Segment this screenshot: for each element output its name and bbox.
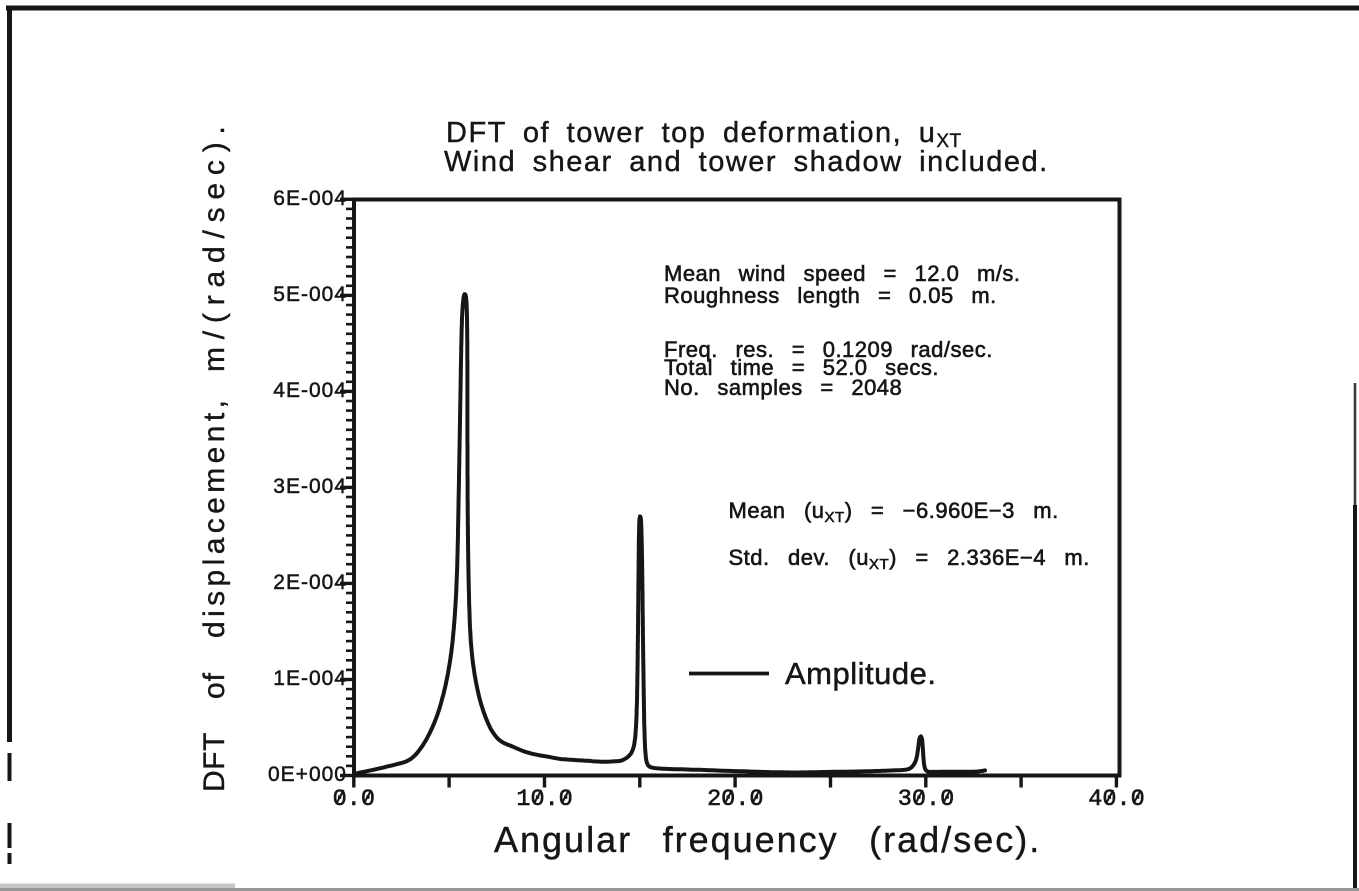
svg-text:0.0: 0.0: [333, 786, 375, 813]
svg-text:1E-004: 1E-004: [273, 667, 347, 690]
svg-text:DFT: DFT: [198, 732, 231, 792]
svg-text:40.0: 40.0: [1088, 786, 1144, 813]
svg-text:20.0: 20.0: [707, 786, 763, 813]
svg-text:Mean (uXT) = −6.960E−3 m.: Mean (uXT) = −6.960E−3 m.: [729, 498, 1059, 526]
svg-text:Amplitude.: Amplitude.: [785, 656, 936, 691]
svg-text:Std. dev. (uXT) = 2.336E−4 m.: Std. dev. (uXT) = 2.336E−4 m.: [729, 545, 1090, 573]
svg-text:displacement,: displacement,: [198, 396, 231, 638]
svg-text:0E+000: 0E+000: [268, 763, 347, 786]
svg-text:6E-004: 6E-004: [273, 187, 347, 210]
svg-text:2E-004: 2E-004: [273, 571, 347, 594]
svg-text:Wind shear and tower shadow in: Wind shear and tower shadow included.: [444, 146, 1049, 178]
svg-text:Freq. res. = 0.1209 rad/sec.: Freq. res. = 0.1209 rad/sec.: [664, 337, 993, 362]
svg-text:DFT of tower top deformation,: DFT of tower top deformation, uXT: [446, 117, 962, 152]
svg-text:Angular frequency (rad/sec).: Angular frequency (rad/sec).: [494, 819, 1041, 860]
svg-text:of: of: [198, 672, 231, 699]
svg-text:5E-004: 5E-004: [273, 283, 347, 306]
svg-text:No. samples = 2048: No. samples = 2048: [664, 375, 902, 400]
svg-text:Mean wind speed = 12.0 m/s.: Mean wind speed = 12.0 m/s.: [664, 261, 1021, 286]
svg-text:Total time = 52.0 secs.: Total time = 52.0 secs.: [664, 355, 939, 380]
svg-text:3E-004: 3E-004: [273, 475, 347, 498]
svg-text:Roughness length = 0.05 m.: Roughness length = 0.05 m.: [664, 283, 997, 308]
svg-text:4E-004: 4E-004: [273, 379, 347, 402]
svg-text:10.0: 10.0: [516, 786, 572, 813]
svg-text:m/(rad/sec).: m/(rad/sec).: [198, 118, 231, 372]
svg-text:30.0: 30.0: [898, 786, 954, 813]
